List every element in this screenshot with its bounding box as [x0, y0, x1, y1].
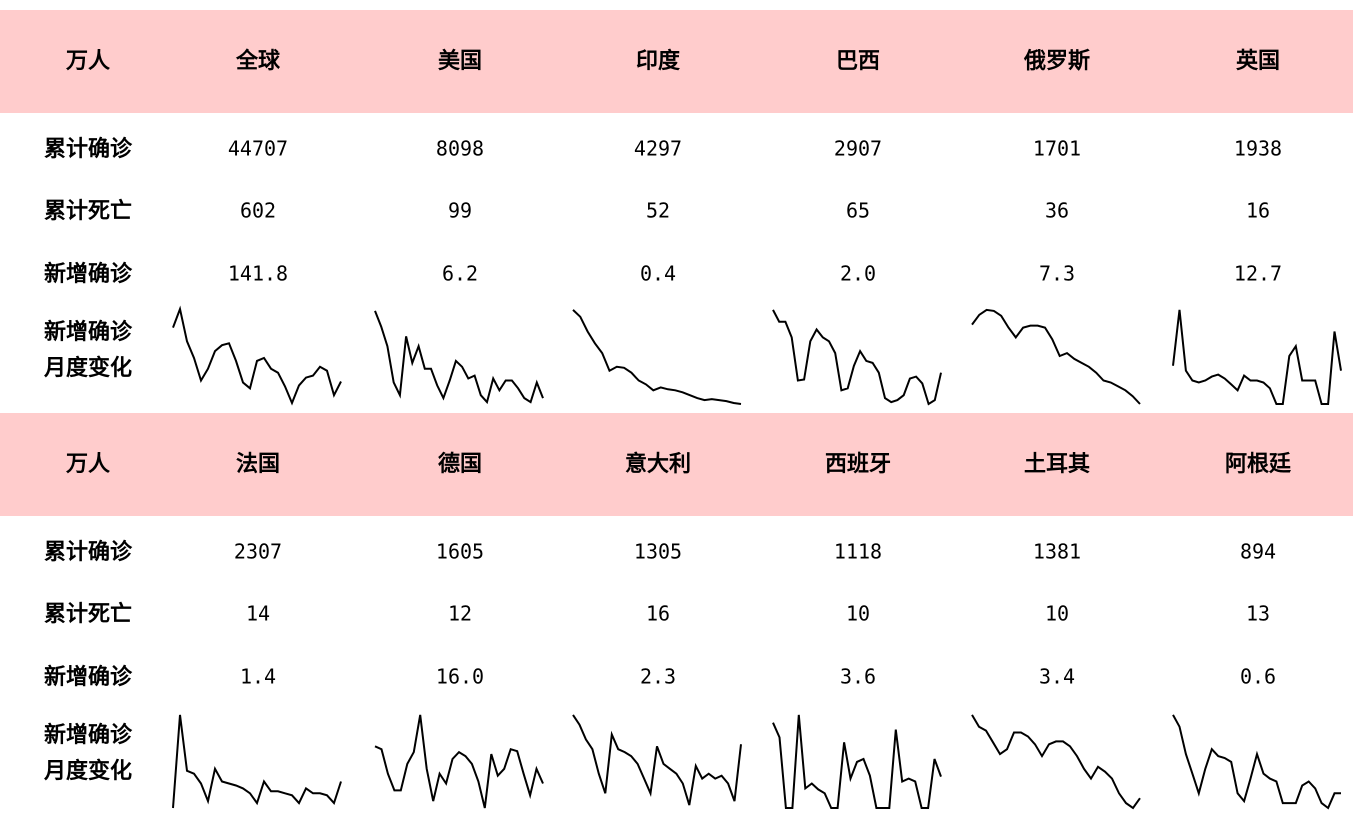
- cell-value: 3.6: [840, 665, 876, 689]
- cell-value: 12: [448, 602, 472, 626]
- cell-value: 13: [1246, 602, 1270, 626]
- cell-value: 141.8: [228, 262, 288, 286]
- row-label: 新增确诊: [44, 664, 133, 690]
- sparkline: [374, 310, 544, 405]
- cell-value: 16: [1246, 199, 1270, 223]
- cell-value: 0.6: [1240, 665, 1276, 689]
- cell-value: 12.7: [1234, 262, 1282, 286]
- row-label: 累计死亡: [44, 198, 132, 224]
- row-label: 新增确诊: [44, 261, 133, 287]
- cell-value: 7.3: [1039, 262, 1075, 286]
- row-label: 月度变化: [43, 355, 132, 381]
- sparkline: [971, 308, 1141, 405]
- row-label: 新增确诊: [44, 722, 133, 748]
- cell-value: 1305: [634, 540, 682, 564]
- cell-value: 16.0: [436, 665, 484, 689]
- header-cell: 美国: [438, 48, 482, 74]
- row-label: 累计确诊: [44, 539, 133, 565]
- cell-value: 1938: [1234, 137, 1282, 161]
- cell-value: 1605: [436, 540, 484, 564]
- header-band: [0, 10, 1353, 113]
- cell-value: 6.2: [442, 262, 478, 286]
- cell-value: 1381: [1033, 540, 1081, 564]
- header-cell: 万人: [65, 452, 110, 477]
- sparkline: [1172, 309, 1342, 405]
- header-cell: 印度: [636, 48, 681, 74]
- header-band: [0, 413, 1353, 516]
- sparkline: [772, 714, 942, 809]
- cell-value: 10: [846, 602, 870, 626]
- sparkline: [971, 714, 1141, 810]
- header-cell: 德国: [438, 451, 482, 477]
- cell-value: 16: [646, 602, 670, 626]
- header-cell: 西班牙: [825, 452, 891, 477]
- cell-value: 2307: [234, 540, 282, 564]
- cell-value: 65: [846, 199, 870, 223]
- cell-value: 2.3: [640, 665, 676, 689]
- cell-value: 2.0: [840, 262, 876, 286]
- header-cell: 英国: [1236, 49, 1280, 74]
- row-label: 累计确诊: [44, 136, 133, 162]
- header-cell: 法国: [236, 452, 280, 477]
- header-cell: 全球: [235, 48, 281, 74]
- sparkline: [772, 309, 942, 406]
- header-cell: 意大利: [625, 451, 691, 477]
- cell-value: 602: [240, 199, 276, 223]
- row-label: 新增确诊: [44, 319, 133, 345]
- sparkline: [572, 309, 742, 405]
- cell-value: 1701: [1033, 137, 1081, 161]
- header-cell: 俄罗斯: [1023, 48, 1090, 74]
- sparkline: [172, 714, 342, 809]
- cell-value: 3.4: [1039, 665, 1075, 689]
- cell-value: 0.4: [640, 262, 676, 286]
- cell-value: 1118: [834, 540, 882, 564]
- row-label: 月度变化: [43, 758, 132, 784]
- sparkline: [172, 305, 342, 406]
- cell-value: 99: [448, 199, 472, 223]
- cell-value: 8098: [436, 137, 484, 161]
- cell-value: 44707: [228, 137, 288, 161]
- sparkline: [1172, 714, 1341, 810]
- header-cell: 土耳其: [1024, 452, 1090, 477]
- row-label: 累计死亡: [44, 601, 132, 627]
- cell-value: 1.4: [240, 665, 276, 689]
- header-cell: 巴西: [836, 49, 880, 74]
- cell-value: 52: [646, 199, 670, 223]
- cell-value: 2907: [834, 137, 882, 161]
- cell-value: 4297: [634, 137, 682, 161]
- header-cell: 阿根廷: [1225, 452, 1292, 477]
- header-cell: 万人: [65, 49, 110, 74]
- cell-value: 10: [1045, 602, 1069, 626]
- cell-value: 894: [1240, 540, 1276, 564]
- sparkline: [572, 714, 742, 806]
- cell-value: 36: [1045, 199, 1069, 223]
- sparkline: [374, 714, 544, 809]
- cell-value: 14: [246, 602, 270, 626]
